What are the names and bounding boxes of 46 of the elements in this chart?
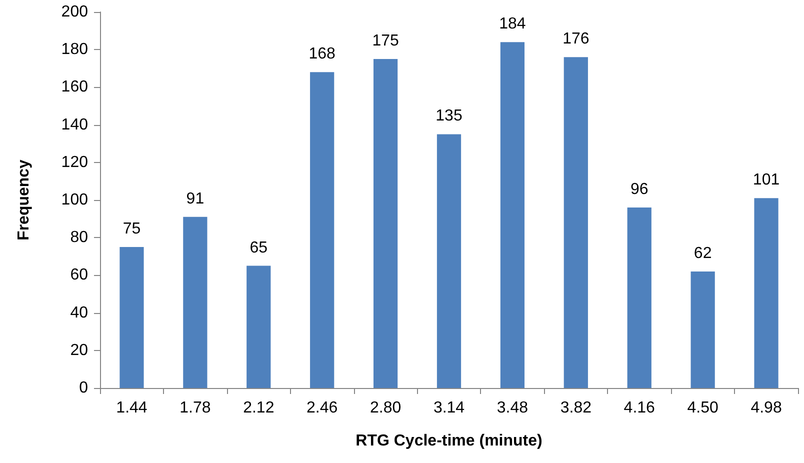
x-tick-label: 4.16	[624, 400, 656, 416]
data-label: 101	[752, 172, 780, 189]
data-label: 168	[308, 46, 336, 63]
y-tick-label: 120	[61, 154, 88, 171]
data-label: 96	[630, 181, 648, 198]
bar	[690, 271, 715, 388]
y-tick-label: 100	[61, 192, 88, 208]
y-tick-label: 160	[61, 78, 88, 96]
bar	[183, 216, 208, 388]
bar	[373, 59, 398, 388]
y-tick-label: 20	[70, 342, 88, 359]
x-tick-label: 2.12	[243, 400, 274, 416]
bar	[627, 208, 652, 388]
bar	[500, 42, 525, 388]
y-tick-label: 0	[79, 380, 88, 396]
y-tick-label: 60	[70, 266, 88, 284]
bar	[564, 57, 588, 388]
y-tick-label: 140	[61, 116, 88, 134]
x-tick-label: 3.14	[433, 400, 465, 416]
y-tick-label: 80	[70, 229, 88, 246]
bar	[246, 266, 271, 388]
x-tick-label: 4.98	[750, 400, 782, 416]
data-label: 75	[122, 220, 141, 238]
bar	[754, 198, 778, 388]
data-label: 62	[694, 244, 712, 262]
bar	[436, 134, 462, 388]
data-label: 65	[250, 239, 268, 256]
data-label: 91	[186, 190, 204, 208]
bar	[120, 247, 144, 388]
x-tick-label: 3.48	[496, 400, 528, 416]
x-tick-label: 4.50	[687, 400, 718, 416]
y-axis-title: Frequency	[16, 159, 32, 240]
data-label: 184	[499, 16, 526, 33]
x-tick-label: 1.78	[180, 400, 211, 416]
x-tick-label: 3.82	[560, 400, 592, 416]
bar	[310, 72, 334, 388]
y-tick-label: 200	[61, 4, 88, 20]
x-tick-label: 2.46	[306, 400, 338, 416]
data-label: 176	[562, 30, 590, 48]
x-axis-title: RTG Cycle-time (minute)	[356, 432, 542, 450]
y-tick-label: 180	[61, 41, 88, 58]
data-label: 175	[372, 32, 399, 50]
y-tick-label: 40	[70, 304, 88, 322]
data-label: 135	[436, 108, 462, 125]
x-tick-label: 2.80	[370, 400, 402, 416]
x-tick-label: 1.44	[116, 400, 148, 416]
